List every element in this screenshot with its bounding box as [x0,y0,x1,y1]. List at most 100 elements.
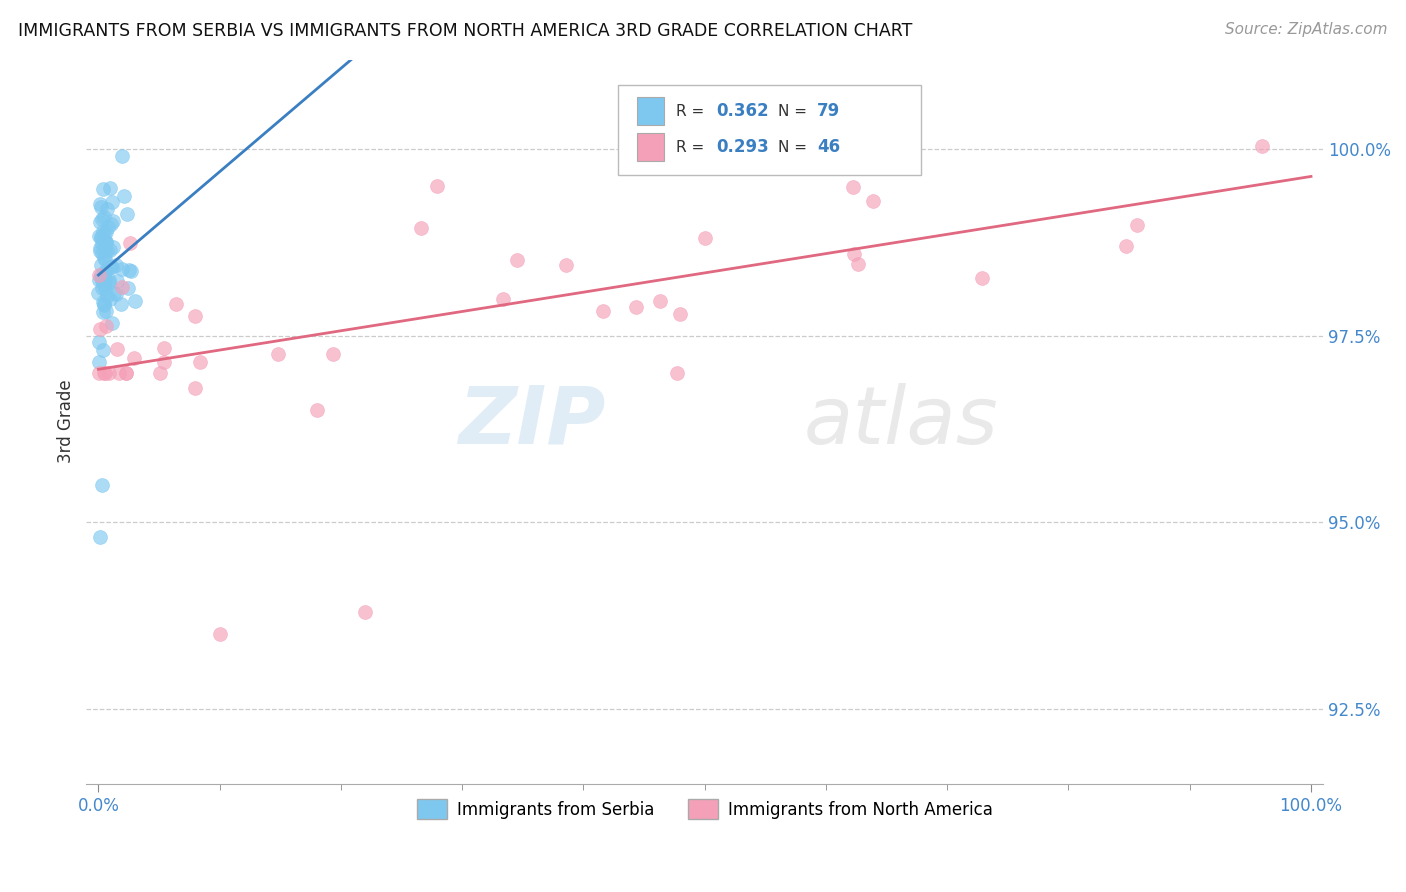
Point [91,211,114,226]
Point [117,281,139,295]
Point [100,217,122,231]
Text: 0.293: 0.293 [716,138,769,156]
Point [93,297,115,311]
Point [648,293,671,308]
FancyBboxPatch shape [619,85,921,176]
Point [89,215,111,229]
Point [89,354,111,368]
Point [100,292,122,306]
Point [94,235,117,249]
Point [105,274,128,288]
Point [669,307,692,321]
Point [93,278,115,293]
Point [98,259,121,273]
Point [87,366,110,380]
Point [90,236,112,251]
Point [93,298,115,312]
Point [555,258,578,272]
Point [91,182,114,196]
Point [862,194,884,208]
Text: 0.362: 0.362 [716,102,769,120]
Point [1125,218,1147,232]
Point [87,286,110,301]
Point [91,274,114,288]
Point [94,252,117,266]
Point [96,244,118,259]
Text: 79: 79 [817,102,841,120]
Point [90,258,112,272]
Text: atlas: atlas [804,383,998,460]
Point [111,148,134,162]
Point [153,341,176,355]
Point [1250,139,1272,153]
Point [305,403,328,417]
Text: R =: R = [676,140,710,154]
Point [100,194,122,209]
Point [208,627,231,641]
Point [94,366,117,380]
Point [101,240,124,254]
Text: R =: R = [676,103,710,119]
Point [93,266,115,280]
Text: ZIP: ZIP [458,383,606,460]
Point [87,273,110,287]
Point [110,296,132,310]
Point [166,297,188,311]
Point [322,347,344,361]
Point [153,355,176,369]
Point [111,279,134,293]
Point [101,260,124,275]
Point [93,210,115,224]
Point [87,334,110,349]
Point [94,272,117,286]
Point [120,264,142,278]
Point [115,207,138,221]
Point [108,366,131,380]
Point [124,294,146,309]
Point [93,227,115,242]
Point [98,243,121,257]
Point [103,286,125,301]
Point [100,260,122,274]
Point [1115,239,1137,253]
Point [111,261,134,276]
Text: N =: N = [778,103,811,119]
Point [267,346,290,360]
Point [89,228,111,243]
Point [94,235,117,249]
Point [93,243,115,257]
Text: N =: N = [778,140,811,154]
Point [190,355,212,369]
Point [90,231,112,245]
Point [98,366,121,380]
Point [426,178,449,193]
Text: 46: 46 [817,138,841,156]
Point [90,230,112,244]
Point [87,268,110,282]
Point [93,239,115,253]
Text: Source: ZipAtlas.com: Source: ZipAtlas.com [1225,22,1388,37]
Point [97,220,120,235]
Point [96,319,118,334]
Point [89,196,111,211]
Point [184,381,207,395]
Point [592,304,614,318]
Point [91,305,114,319]
Point [91,294,114,309]
Text: IMMIGRANTS FROM SERBIA VS IMMIGRANTS FROM NORTH AMERICA 3RD GRADE CORRELATION CH: IMMIGRANTS FROM SERBIA VS IMMIGRANTS FRO… [18,22,912,40]
Point [844,247,866,261]
Point [94,262,117,277]
Point [492,293,515,307]
Point [91,232,114,246]
Point [89,241,111,255]
Point [93,270,115,285]
Point [105,286,128,301]
Point [105,343,128,357]
Point [96,289,118,303]
Point [149,366,172,380]
Point [890,105,912,120]
Y-axis label: 3rd Grade: 3rd Grade [58,380,75,464]
Point [114,366,136,380]
FancyBboxPatch shape [637,134,664,161]
Point [693,231,716,245]
